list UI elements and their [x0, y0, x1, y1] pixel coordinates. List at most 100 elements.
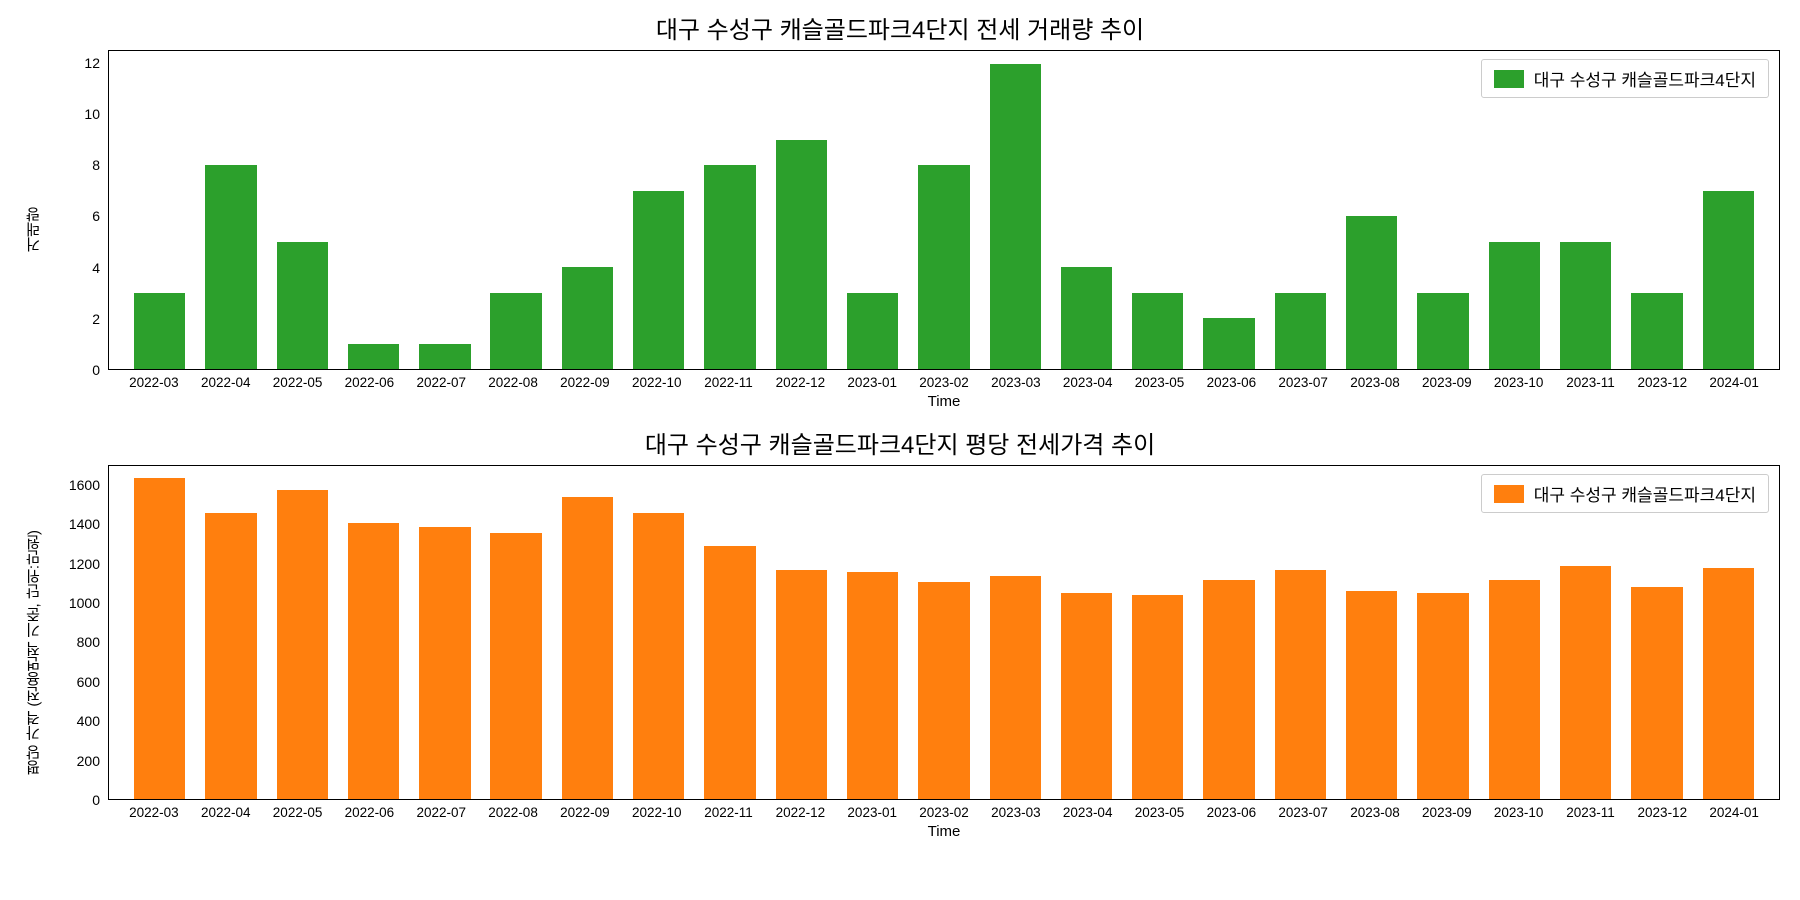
- bar: [490, 293, 541, 369]
- bar-slot: [480, 51, 551, 369]
- x-tick-label: 2023-08: [1339, 375, 1411, 390]
- bar-slot: [409, 466, 480, 799]
- x-tick-label: 2023-06: [1195, 375, 1267, 390]
- x-tick-label: 2023-12: [1626, 805, 1698, 820]
- bar-slot: [1550, 466, 1621, 799]
- x-tick-label: 2022-03: [118, 375, 190, 390]
- y-tick-label: 0: [92, 793, 100, 807]
- bar: [633, 191, 684, 369]
- x-tick-label: 2022-07: [405, 805, 477, 820]
- x-tick-label: 2022-09: [549, 375, 621, 390]
- bar: [277, 490, 328, 799]
- y-tick-label: 600: [77, 675, 100, 689]
- bar-slot: [1621, 466, 1692, 799]
- bar: [1560, 242, 1611, 369]
- bar: [1203, 580, 1254, 799]
- chart1-title: 대구 수성구 캐슬골드파크4단지 전세 거래량 추이: [20, 10, 1780, 45]
- chart1-bars: [119, 51, 1769, 369]
- bar-slot: [1621, 51, 1692, 369]
- y-tick-label: 1000: [69, 596, 100, 610]
- chart2-legend-swatch: [1494, 485, 1524, 503]
- chart1-ylabel: 거래량: [20, 50, 48, 410]
- bar-slot: [1122, 51, 1193, 369]
- bar-slot: [1265, 51, 1336, 369]
- x-tick-label: 2022-09: [549, 805, 621, 820]
- bar: [205, 513, 256, 799]
- chart1-legend: 대구 수성구 캐슬골드파크4단지: [1481, 59, 1769, 98]
- bar-slot: [1336, 51, 1407, 369]
- bar-slot: [1122, 466, 1193, 799]
- bar-slot: [837, 466, 908, 799]
- bar: [134, 478, 185, 799]
- chart2-plot-area: 대구 수성구 캐슬골드파크4단지: [108, 465, 1780, 800]
- y-tick-label: 1600: [69, 478, 100, 492]
- y-tick-label: 0: [92, 363, 100, 377]
- bar: [776, 140, 827, 369]
- x-tick-label: 2023-07: [1267, 375, 1339, 390]
- x-tick-label: 2023-07: [1267, 805, 1339, 820]
- y-tick-label: 4: [92, 261, 100, 275]
- bar-slot: [1550, 51, 1621, 369]
- bar-slot: [1265, 466, 1336, 799]
- bar: [205, 165, 256, 369]
- y-tick-label: 2: [92, 312, 100, 326]
- bar-slot: [623, 466, 694, 799]
- chart1-xticks: 2022-032022-042022-052022-062022-072022-…: [108, 370, 1780, 390]
- x-tick-label: 2023-01: [836, 805, 908, 820]
- x-tick-label: 2022-11: [693, 805, 765, 820]
- bar: [633, 513, 684, 799]
- bar-slot: [766, 51, 837, 369]
- bar-slot: [409, 51, 480, 369]
- bar-slot: [195, 466, 266, 799]
- x-tick-label: 2023-05: [1124, 805, 1196, 820]
- bar: [704, 546, 755, 799]
- x-tick-label: 2023-03: [980, 375, 1052, 390]
- chart1-plot-area: 대구 수성구 캐슬골드파크4단지: [108, 50, 1780, 370]
- x-tick-label: 2022-08: [477, 375, 549, 390]
- price-chart: 대구 수성구 캐슬골드파크4단지 평당 전세가격 추이 평당 가격 (전용면적 …: [20, 425, 1780, 840]
- x-tick-label: 2023-04: [1052, 375, 1124, 390]
- chart2-xticks: 2022-032022-042022-052022-062022-072022-…: [108, 800, 1780, 820]
- x-tick-label: 2022-07: [405, 375, 477, 390]
- x-tick-label: 2022-11: [693, 375, 765, 390]
- chart1-legend-swatch: [1494, 70, 1524, 88]
- bar: [562, 267, 613, 369]
- x-tick-label: 2023-10: [1483, 375, 1555, 390]
- bar: [990, 576, 1041, 799]
- bar: [918, 582, 969, 799]
- chart2-title: 대구 수성구 캐슬골드파크4단지 평당 전세가격 추이: [20, 425, 1780, 460]
- x-tick-label: 2022-12: [764, 375, 836, 390]
- x-tick-label: 2022-06: [333, 375, 405, 390]
- bar-slot: [694, 51, 765, 369]
- bar-slot: [1407, 466, 1478, 799]
- y-tick-label: 800: [77, 635, 100, 649]
- bar: [1631, 293, 1682, 369]
- bar-slot: [908, 51, 979, 369]
- chart2-legend: 대구 수성구 캐슬골드파크4단지: [1481, 474, 1769, 513]
- chart2-yaxis: 16001400120010008006004002000: [48, 465, 108, 800]
- bar-slot: [480, 466, 551, 799]
- chart2-plot-wrapper: 대구 수성구 캐슬골드파크4단지 2022-032022-042022-0520…: [108, 465, 1780, 840]
- x-tick-label: 2023-08: [1339, 805, 1411, 820]
- bar: [134, 293, 185, 369]
- bar-slot: [267, 466, 338, 799]
- x-tick-label: 2023-04: [1052, 805, 1124, 820]
- x-tick-label: 2022-10: [621, 805, 693, 820]
- chart1-xlabel: Time: [108, 393, 1780, 410]
- x-tick-label: 2022-05: [262, 375, 334, 390]
- bar-slot: [552, 466, 623, 799]
- y-tick-label: 1200: [69, 557, 100, 571]
- y-tick-label: 6: [92, 209, 100, 223]
- bar-slot: [267, 51, 338, 369]
- bar-slot: [1479, 466, 1550, 799]
- x-tick-label: 2022-05: [262, 805, 334, 820]
- bar-slot: [338, 51, 409, 369]
- x-tick-label: 2023-09: [1411, 375, 1483, 390]
- y-tick-label: 12: [84, 56, 100, 70]
- bar: [1346, 591, 1397, 799]
- bar: [1560, 566, 1611, 799]
- y-tick-label: 8: [92, 158, 100, 172]
- x-tick-label: 2023-11: [1555, 805, 1627, 820]
- x-tick-label: 2023-02: [908, 805, 980, 820]
- bar: [1489, 242, 1540, 369]
